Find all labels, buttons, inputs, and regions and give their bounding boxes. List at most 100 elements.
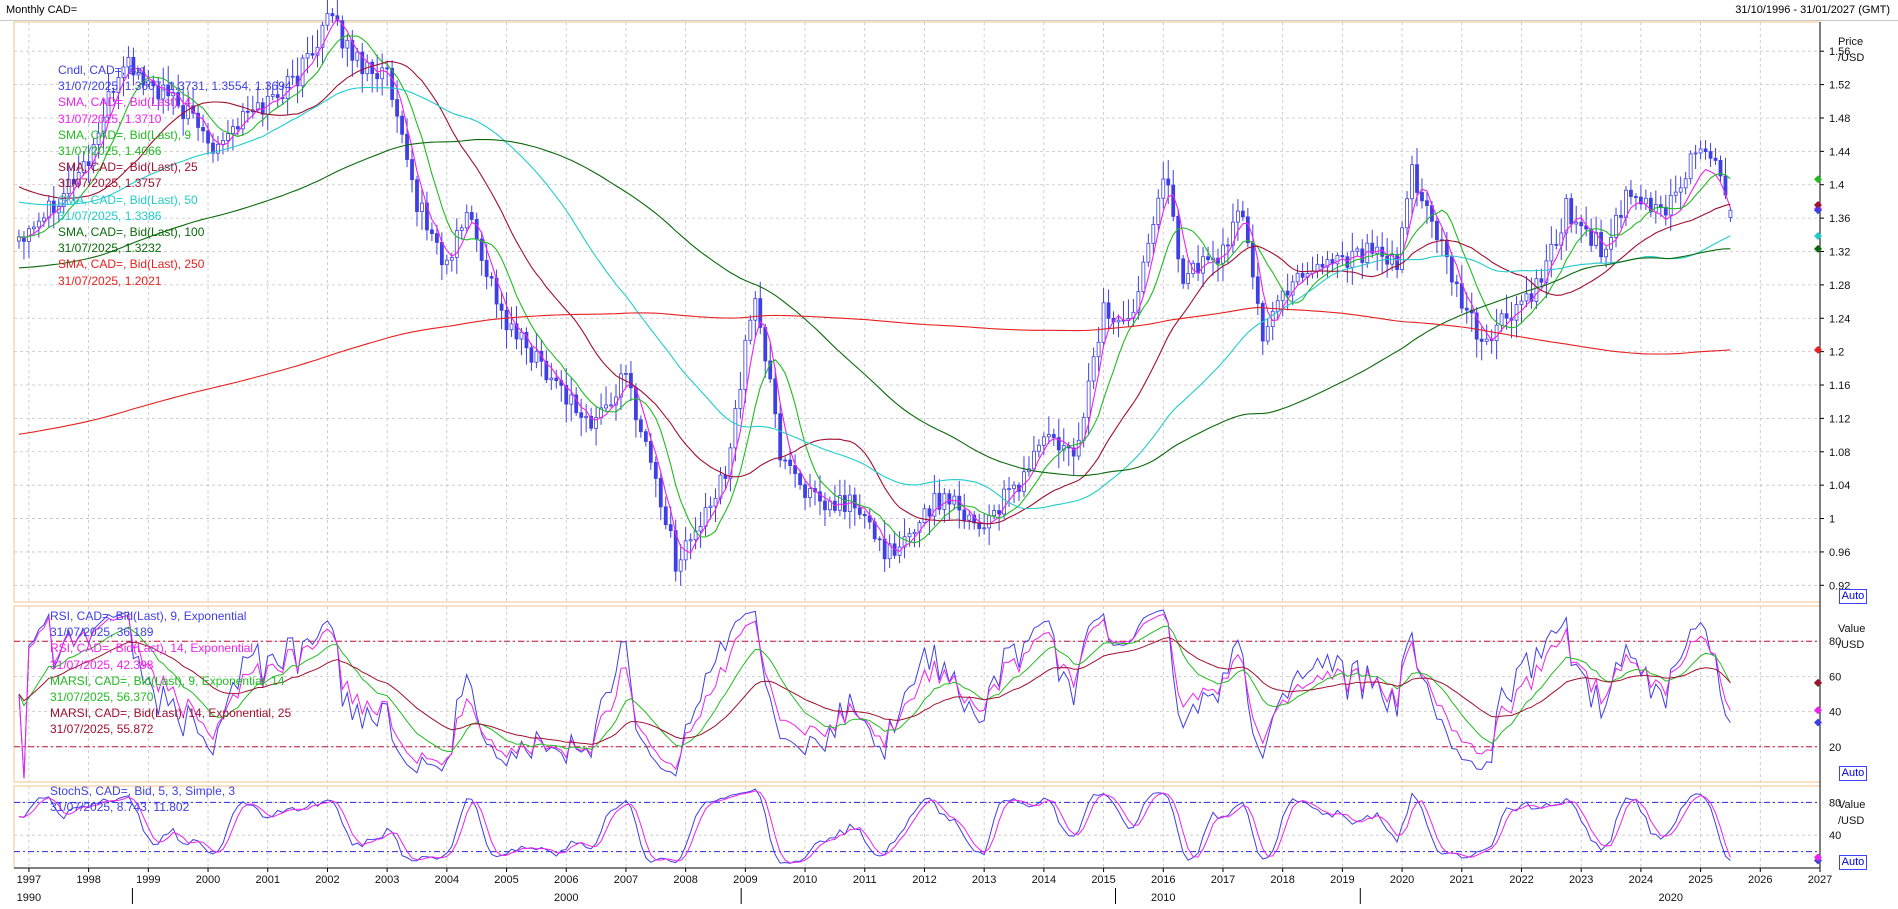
x-year-label: 2006 xyxy=(554,874,578,886)
candle xyxy=(877,536,882,552)
candle xyxy=(1295,264,1300,285)
candle-body xyxy=(882,538,887,560)
candle xyxy=(1161,162,1166,209)
candle-body xyxy=(390,68,395,100)
x-year-label: 2025 xyxy=(1688,874,1712,886)
x-decade-label: 2010 xyxy=(1151,892,1175,904)
candle-body xyxy=(221,140,225,145)
candle xyxy=(1663,194,1668,226)
candle xyxy=(51,186,56,229)
candle-body xyxy=(245,110,250,113)
legend-entry: MARSI, CAD=, Bid(Last), 9, Exponential, … xyxy=(50,673,285,688)
candle-body xyxy=(1086,380,1091,418)
candle-body xyxy=(1449,256,1454,283)
price-y-tick-label: 1.28 xyxy=(1829,280,1850,292)
candle-body xyxy=(574,394,579,414)
candle-body xyxy=(1668,194,1673,216)
candle-body xyxy=(71,178,76,185)
candle xyxy=(798,469,802,490)
candle-body xyxy=(1236,210,1240,223)
x-year-label: 1997 xyxy=(17,874,41,886)
x-year-label: 2022 xyxy=(1509,874,1533,886)
candle xyxy=(584,403,589,433)
candle xyxy=(1285,273,1290,311)
candle xyxy=(71,164,76,202)
candle xyxy=(459,224,464,240)
candle xyxy=(1634,193,1638,210)
candle xyxy=(519,327,524,356)
candle xyxy=(1589,218,1594,253)
candle xyxy=(1196,245,1200,282)
price-y-tick-label: 1.48 xyxy=(1829,113,1850,125)
candle xyxy=(415,175,419,227)
candle-body xyxy=(1250,242,1255,278)
stoch-auto-scale-button[interactable]: Auto xyxy=(1839,855,1867,870)
candle-body xyxy=(380,67,385,80)
sma-250-line xyxy=(18,306,1731,435)
x-year-label: 2017 xyxy=(1211,874,1235,886)
candle-body xyxy=(1285,290,1290,296)
legend-entry: 31/07/2025, 36.189 xyxy=(50,625,154,640)
candle xyxy=(474,212,479,252)
candle-body xyxy=(1554,243,1559,246)
candle-body xyxy=(967,514,972,521)
candle xyxy=(1405,191,1409,236)
candle xyxy=(1380,232,1385,274)
candle xyxy=(1559,218,1564,261)
candle-body xyxy=(136,72,141,76)
price-auto-scale-button[interactable]: Auto xyxy=(1839,589,1867,604)
candle-body xyxy=(862,513,867,517)
candle xyxy=(32,221,36,235)
candle-body xyxy=(1136,291,1141,313)
candle-body xyxy=(1454,281,1459,285)
candle xyxy=(847,485,852,529)
candle-body xyxy=(1673,191,1678,196)
candle xyxy=(653,456,658,498)
candle-body xyxy=(325,13,330,26)
rsi-auto-scale-button[interactable]: Auto xyxy=(1839,766,1867,781)
candle-body xyxy=(748,319,753,341)
candle-body xyxy=(1022,471,1026,492)
candle xyxy=(1619,200,1623,229)
legend-entry: RSI, CAD=, Bid(Last), 14, Exponential xyxy=(50,641,254,656)
x-year-label: 2007 xyxy=(614,874,638,886)
candle xyxy=(1703,140,1708,160)
price-y-tick-label: 1.44 xyxy=(1829,146,1850,158)
candle-body xyxy=(1604,248,1608,258)
candle-body xyxy=(663,506,668,526)
candle-body xyxy=(808,488,812,498)
candle-body xyxy=(733,408,738,449)
x-decade-label: 1990 xyxy=(17,892,41,904)
price-unit-title: Price xyxy=(1838,36,1863,48)
candle-body xyxy=(569,394,574,405)
candle xyxy=(1017,482,1021,502)
candle-body xyxy=(932,492,937,517)
candle-body xyxy=(1141,261,1146,293)
candle xyxy=(46,195,51,228)
candle-body xyxy=(360,51,365,75)
rsi-14-last-marker xyxy=(1814,706,1822,715)
candle xyxy=(972,511,977,530)
legend-entry: SMA, CAD=, Bid(Last), 4 xyxy=(58,95,192,110)
candle xyxy=(937,479,942,515)
price-y-tick-label: 1.36 xyxy=(1829,213,1850,225)
candle xyxy=(529,343,534,371)
candle-body xyxy=(1320,263,1325,268)
candle xyxy=(216,135,220,162)
candle xyxy=(1643,189,1648,211)
candle xyxy=(1469,292,1474,332)
candle-body xyxy=(1096,341,1101,358)
candle-body xyxy=(1519,300,1524,305)
sma-50-line xyxy=(18,86,1731,510)
candle-body xyxy=(594,417,598,429)
candle-body xyxy=(743,339,748,390)
stoch-legend: StochS, CAD=, Bid, 5, 3, Simple, 3 31/07/… xyxy=(50,783,235,815)
candle xyxy=(1206,246,1210,264)
candle-body xyxy=(1375,246,1380,254)
x-year-label: 2014 xyxy=(1032,874,1056,886)
candle xyxy=(1395,247,1399,279)
candle-body xyxy=(673,530,678,572)
candle xyxy=(360,43,365,93)
candle xyxy=(833,485,837,514)
